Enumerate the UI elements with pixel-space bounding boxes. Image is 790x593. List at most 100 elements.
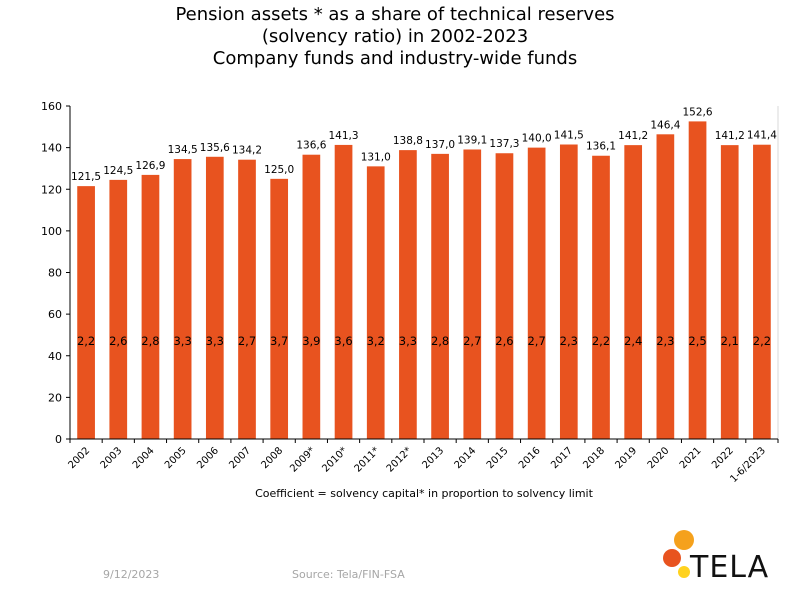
y-tick-label: 100 bbox=[41, 225, 62, 238]
bar-coefficient-label: 2,8 bbox=[431, 334, 449, 348]
bar bbox=[334, 144, 353, 439]
bar-coefficient-label: 2,7 bbox=[527, 334, 545, 348]
bar-coefficient-label: 3,3 bbox=[399, 334, 417, 348]
y-axis: 0 20 40 60 80 100 120 140 160 bbox=[41, 100, 779, 446]
bar-coefficient-label: 2,2 bbox=[753, 334, 771, 348]
x-tick-label: 2018 bbox=[581, 445, 607, 471]
bar bbox=[109, 179, 128, 439]
x-axis: 2002 2003 2004 2005 2006 2007 2008 2009* 2010* 20… bbox=[66, 438, 779, 485]
x-tick-label: 2003 bbox=[99, 445, 125, 471]
bar-value-label: 137,0 bbox=[425, 139, 455, 151]
x-tick-label: 2008 bbox=[260, 445, 286, 471]
bar-value-label: 141,4 bbox=[747, 130, 777, 142]
bar-coefficient-label: 2,2 bbox=[77, 334, 95, 348]
bar-value-label: 134,5 bbox=[168, 144, 198, 156]
chart-title-line-3: Company funds and industry-wide funds bbox=[212, 48, 578, 69]
x-tick-label: 2021 bbox=[678, 445, 704, 471]
y-tick-label: 20 bbox=[48, 391, 62, 404]
x-tick-label: 1-6/2023 bbox=[728, 445, 768, 485]
bar-coefficient-label: 2,7 bbox=[463, 334, 481, 348]
bar bbox=[77, 186, 95, 439]
x-tick-label: 2007 bbox=[227, 445, 253, 471]
tela-logo-text: TELA bbox=[690, 550, 770, 585]
bar-coefficient-label: 2,3 bbox=[560, 334, 578, 348]
bar-coefficient-label: 3,2 bbox=[367, 334, 385, 348]
bar bbox=[366, 166, 385, 439]
x-tick-label: 2002 bbox=[66, 445, 92, 471]
chart-title-line-2: (solvency ratio) in 2002-2023 bbox=[261, 26, 529, 47]
x-tick-label: 2016 bbox=[517, 445, 543, 471]
x-tick-label: 2012* bbox=[385, 445, 414, 474]
y-tick-label: 140 bbox=[41, 142, 62, 155]
bar bbox=[238, 159, 256, 440]
x-tick-label: 2014 bbox=[453, 445, 479, 471]
y-tick-label: 40 bbox=[48, 350, 62, 363]
tela-logo-icon bbox=[663, 530, 694, 578]
x-tick-label: 2019 bbox=[614, 445, 640, 471]
bar-value-label: 141,2 bbox=[618, 130, 648, 142]
bar-coefficient-label: 3,9 bbox=[302, 334, 320, 348]
x-tick-label: 2013 bbox=[420, 445, 446, 471]
tela-logo: TELA bbox=[650, 528, 770, 588]
bar-value-label: 141,2 bbox=[715, 130, 745, 142]
bar-value-label: 135,6 bbox=[200, 142, 230, 154]
y-tick-label: 120 bbox=[41, 183, 62, 196]
bar-value-label: 125,0 bbox=[264, 164, 294, 176]
bar-value-label: 140,0 bbox=[522, 133, 552, 145]
bar bbox=[399, 150, 417, 439]
bar-value-label: 136,6 bbox=[296, 140, 326, 152]
bar bbox=[527, 147, 546, 439]
bar bbox=[302, 154, 321, 440]
bar-value-label: 131,0 bbox=[361, 151, 391, 163]
bar-value-label: 134,2 bbox=[232, 145, 262, 157]
chart-note: Coefficient = solvency capital* in propo… bbox=[255, 487, 593, 500]
footer-date: 9/12/2023 bbox=[103, 568, 160, 581]
bar-value-label: 121,5 bbox=[71, 171, 101, 183]
bar-value-label: 152,6 bbox=[683, 106, 713, 118]
x-tick-label: 2017 bbox=[549, 445, 575, 471]
bar-coefficient-label: 2,7 bbox=[238, 334, 256, 348]
bar-value-label: 146,4 bbox=[650, 119, 680, 131]
x-tick-label: 2011* bbox=[353, 445, 382, 474]
bar-coefficient-label: 2,6 bbox=[109, 334, 127, 348]
bar bbox=[173, 159, 192, 439]
bar-coefficient-label: 2,3 bbox=[656, 334, 674, 348]
x-tick-label: 2006 bbox=[195, 445, 221, 471]
x-tick-label: 2010* bbox=[320, 445, 349, 474]
bar bbox=[559, 144, 578, 440]
bar bbox=[141, 174, 160, 439]
bar-value-label: 137,3 bbox=[489, 138, 519, 150]
bar-coefficient-label: 2,1 bbox=[721, 334, 739, 348]
bar bbox=[624, 145, 643, 439]
y-tick-label: 160 bbox=[41, 100, 62, 113]
y-tick-label: 0 bbox=[55, 433, 62, 446]
bar bbox=[205, 156, 224, 439]
footer-source: Source: Tela/FIN-FSA bbox=[292, 568, 405, 581]
bar-coefficient-label: 3,3 bbox=[206, 334, 224, 348]
bar bbox=[720, 145, 739, 439]
bar bbox=[431, 153, 449, 439]
bar bbox=[270, 178, 289, 439]
bar-value-label: 124,5 bbox=[103, 165, 133, 177]
bar-value-label: 141,5 bbox=[554, 130, 584, 142]
bar-value-label: 126,9 bbox=[135, 160, 165, 172]
bar bbox=[463, 149, 482, 440]
bar bbox=[495, 153, 514, 439]
x-tick-label: 2004 bbox=[131, 445, 157, 471]
bar bbox=[753, 144, 771, 439]
bar-coefficient-label: 2,8 bbox=[141, 334, 159, 348]
bar bbox=[656, 134, 675, 439]
bar-series: 121,5 2,2 124,5 2,6 126,9 2,8 134,5 3,3 135,6 3,3… bbox=[71, 106, 777, 440]
bar-value-label: 141,3 bbox=[329, 130, 359, 142]
bar-coefficient-label: 3,3 bbox=[173, 334, 191, 348]
y-tick-label: 80 bbox=[48, 267, 62, 280]
chart-title: Pension assets * as a share of technical… bbox=[0, 4, 790, 70]
x-tick-label: 2015 bbox=[485, 445, 511, 471]
bar bbox=[688, 121, 707, 440]
bar-value-label: 139,1 bbox=[457, 134, 487, 146]
x-tick-label: 2022 bbox=[710, 445, 736, 471]
bar-coefficient-label: 3,6 bbox=[334, 334, 352, 348]
bar-coefficient-label: 2,6 bbox=[495, 334, 513, 348]
bar bbox=[592, 155, 610, 439]
